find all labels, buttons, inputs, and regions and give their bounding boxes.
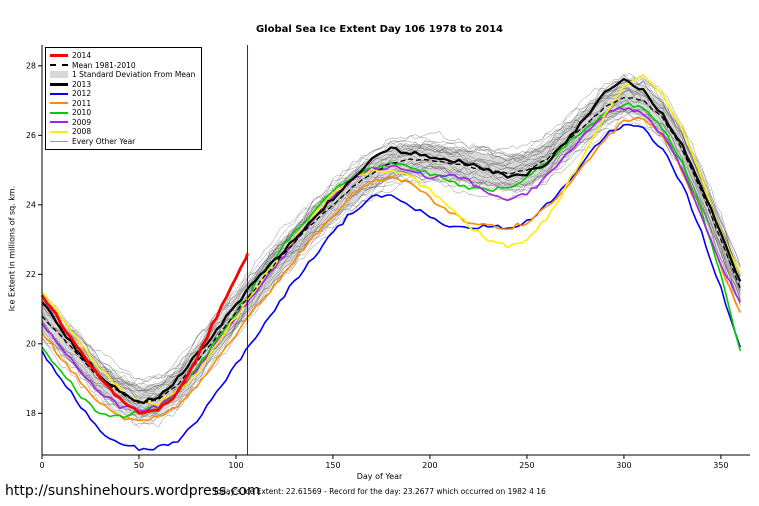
legend-item: 2008	[50, 127, 195, 137]
legend-box-swatch	[50, 71, 68, 79]
legend-line-swatch	[50, 92, 68, 95]
y-tick-label: 28	[26, 61, 36, 70]
x-tick-label: 300	[616, 461, 631, 470]
y-tick-label: 24	[26, 200, 36, 209]
legend-line-swatch	[50, 64, 68, 67]
legend-item: 2012	[50, 89, 195, 99]
legend-line-swatch	[50, 54, 68, 58]
legend-item: Every Other Year	[50, 137, 195, 147]
footer-status: Today's Ice Extent: 22.61569 - Record fo…	[213, 487, 546, 496]
y-tick-label: 18	[26, 409, 36, 418]
legend: 2014 Mean 1981-2010 1 Standard Deviation F…	[45, 47, 203, 150]
legend-line-swatch	[50, 121, 68, 124]
footer-link[interactable]: http://sunshinehours.wordpress.com	[5, 483, 261, 499]
x-tick-label: 150	[325, 461, 340, 470]
series-line-2011	[41, 117, 742, 422]
background-year-line	[41, 77, 741, 387]
legend-item-label: 2014	[72, 51, 92, 60]
background-year-line	[41, 105, 741, 416]
mean-line	[41, 97, 741, 404]
legend-item-label: 2011	[72, 98, 92, 108]
legend-item-label: 2010	[72, 108, 92, 117]
legend-item-label: 1 Standard Deviation From Mean	[72, 70, 196, 79]
series-line-2012	[41, 123, 742, 452]
x-axis-label: Day of Year	[356, 472, 403, 481]
x-tick-label: 250	[519, 461, 534, 470]
legend-item: 2010	[50, 108, 195, 118]
background-year-line	[41, 87, 741, 405]
legend-item-label: 2012	[72, 89, 92, 98]
x-tick-label: 100	[228, 461, 243, 470]
legend-line-swatch	[50, 111, 68, 114]
legend-line-swatch	[50, 102, 68, 105]
legend-item: 2011	[50, 99, 195, 109]
x-tick-label: 200	[422, 461, 437, 470]
series-line-2013	[41, 77, 742, 405]
legend-line-swatch	[50, 82, 68, 86]
background-year-line	[41, 79, 741, 392]
background-year-line	[41, 80, 741, 398]
legend-line-swatch	[50, 130, 68, 133]
y-tick-label: 20	[26, 339, 36, 348]
x-tick-label: 350	[713, 461, 728, 470]
y-tick-label: 22	[26, 270, 36, 279]
y-tick-label: 26	[26, 131, 36, 140]
legend-item-label: Mean 1981-2010	[72, 60, 136, 70]
legend-item: Mean 1981-2010	[50, 61, 195, 71]
legend-item-label: Every Other Year	[72, 136, 136, 146]
x-tick-label: 0	[39, 461, 44, 470]
legend-line-swatch	[50, 140, 68, 142]
chart-title: Global Sea Ice Extent Day 106 1978 to 20…	[255, 24, 504, 35]
legend-item: 2013	[50, 80, 195, 90]
background-year-line	[41, 88, 741, 396]
legend-item: 2014	[50, 51, 195, 61]
series-line-2014	[40, 253, 249, 415]
background-year-line	[41, 74, 741, 382]
background-year-line	[41, 73, 741, 380]
legend-item-label: 2008	[72, 127, 92, 136]
legend-item: 1 Standard Deviation From Mean	[50, 70, 195, 80]
legend-item-label: 2009	[72, 117, 92, 127]
legend-item: 2009	[50, 118, 195, 128]
legend-item-label: 2013	[72, 79, 92, 89]
series-line-2008	[41, 74, 742, 406]
x-tick-label: 50	[134, 461, 144, 470]
